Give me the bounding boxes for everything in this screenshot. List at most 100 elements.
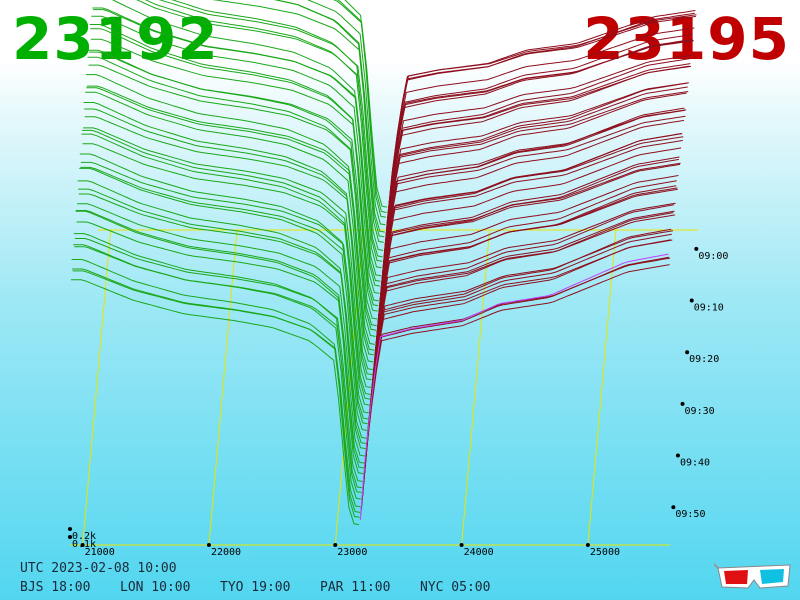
grid-layer [70,229,698,546]
grid-line [587,229,617,546]
bid-depth-line [81,133,370,406]
bid-depth-line [76,210,365,469]
bid-depth-line [80,161,369,414]
bid-depth-line [76,221,365,464]
ask-depth-line [381,63,691,278]
ask-depth-line [362,228,672,490]
bid-depth-line [71,259,360,518]
time-tick [689,298,694,303]
ask-depth-line [361,257,671,504]
ask-depth-line [371,163,681,394]
ask-depth-line [364,212,674,466]
ask-depth-line [365,204,675,460]
bid-depth-line [82,129,371,400]
bid-depth-line [77,180,366,450]
bid-depth-line [86,87,375,351]
ask-depth-line [378,82,688,314]
tz-nyc: NYC 05:00 [420,580,491,595]
time-tick [694,246,699,251]
ask-depth-line [383,38,693,259]
grid-line [208,229,238,546]
x-tick [80,543,85,547]
ask-depth-line [366,202,676,443]
bid-depth-line [87,56,376,337]
3d-glasses-icon[interactable] [714,560,794,594]
bid-depth-line [72,270,361,508]
x-tick-label: 24000 [464,547,494,558]
depth-tick-label: 0.2k [72,531,96,542]
ask-depth-line [359,253,669,521]
bid-depth-line [74,238,363,482]
bid-depth-line [80,166,369,420]
bid-depth-line [273,0,385,238]
depth-tick [68,527,72,531]
bid-depth-line [72,268,361,513]
ask-depth-line [373,133,682,375]
ask-depth-line [383,33,693,253]
bid-depth-line [88,64,377,327]
tz-bjs: BJS 18:00 [20,580,91,595]
bid-depth-line [92,7,381,282]
ask-depth-series [359,10,697,521]
ask-depth-line [377,92,687,320]
ask-depth-line [370,158,679,405]
tz-tyo: TYO 19:00 [220,580,291,595]
x-tick [206,543,211,547]
bid-depth-line [73,244,362,500]
ask-depth-line [376,115,686,334]
bid-depth-line [79,153,368,425]
ask-depth-line [374,136,684,358]
tz-par: PAR 11:00 [320,580,391,595]
bid-depth-line [274,0,384,243]
x-tick [585,543,590,547]
grid-line [461,229,491,546]
ask-depth-line [387,15,696,218]
x-tick [459,543,464,547]
ask-depth-line [381,58,690,284]
ask-depth-line [366,214,676,449]
bid-depth-line [86,85,375,345]
bid-depth-line [71,279,360,526]
bid-depth-series [71,0,388,526]
ask-depth-line [369,175,679,412]
ask-depth-line [360,256,670,515]
bid-depth-line [88,49,377,331]
ask-depth-line [368,180,677,430]
bid-depth-line [83,102,372,381]
depth-tick [68,535,72,539]
time-tick [680,401,685,406]
x-tick-label: 22000 [211,547,241,558]
time-tick [685,350,690,355]
bid-depth-line [144,0,382,269]
bid-depth-line [78,193,367,439]
ask-depth-line [362,239,671,497]
time-tick-label: 09:00 [698,251,728,262]
bid-depth-line [83,127,372,388]
bid-depth-line [79,167,368,431]
bid-depth-line [111,0,380,287]
ask-depth-line [368,187,678,425]
ask-depth-line [386,12,695,229]
ask-depth-line [360,264,670,510]
ask-depth-line [387,14,697,212]
ask-depth-line [380,65,690,290]
ask-depth-line [363,233,672,485]
axis-layer: 21000 22000 23000 24000 25000 0.1k0.2k 09:00 09… [68,246,728,558]
bid-depth-line [85,74,374,356]
time-tick-label: 09:30 [685,406,715,417]
time-tick-label: 09:20 [689,354,719,365]
x-tick [333,543,338,547]
ask-depth-line [385,27,695,236]
bid-depth-line [171,0,383,262]
bid-depth-line [212,0,385,233]
bid-depth-line [91,15,380,294]
ask-depth-line [367,185,677,436]
grid-line [82,229,112,546]
bid-depth-line [333,0,388,208]
ask-depth-line [373,133,683,369]
bid-depth-line [158,0,384,251]
time-tick-label: 09:50 [675,509,705,520]
ask-depth-line [374,140,683,364]
bid-depth-line [89,24,378,312]
tz-lon: LON 10:00 [120,580,191,595]
